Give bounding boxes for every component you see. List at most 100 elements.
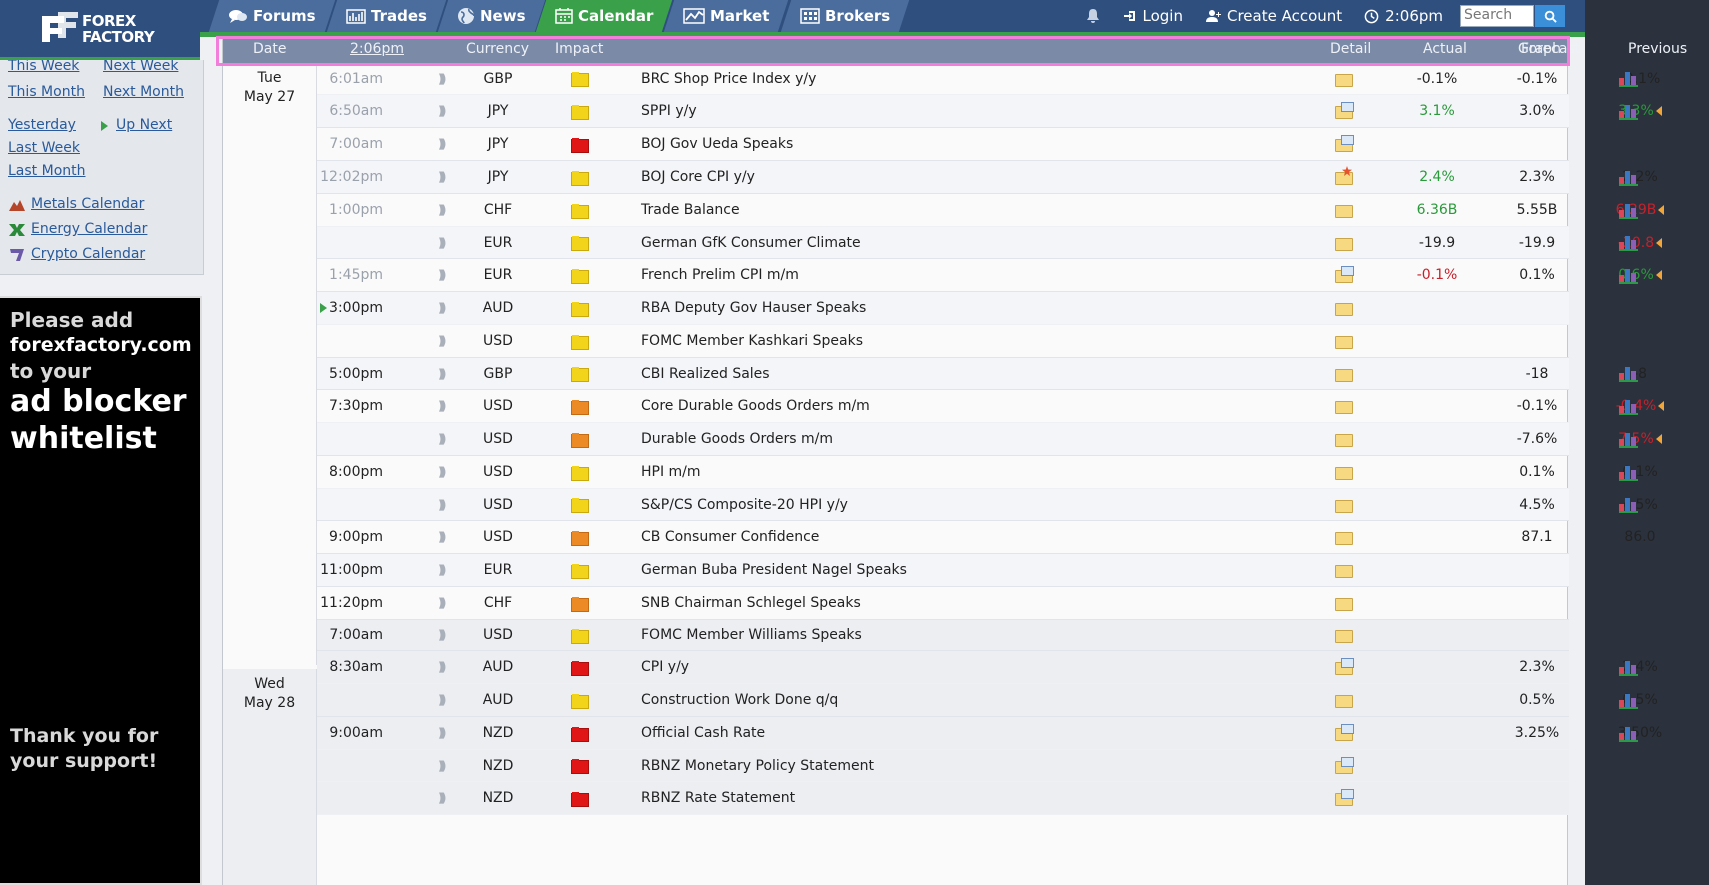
calendar-event-row[interactable]: ))) EUR German GfK Consumer Climate -19.9 -1… [317,227,1663,259]
revised-indicator-icon[interactable] [1658,205,1665,215]
sound-alert-icon[interactable]: ))) [438,693,447,707]
sound-alert-icon[interactable]: ))) [438,759,447,773]
this-month-link[interactable]: This Month [8,84,85,100]
sound-alert-icon[interactable]: ))) [438,334,447,348]
detail-folder-icon[interactable] [1335,521,1359,554]
calendar-event-row[interactable]: 5:00pm))) GBP CBI Realized Sales -18 -8 [317,358,1647,390]
detail-folder-icon[interactable] [1335,423,1359,456]
graph-icon[interactable] [1619,693,1639,709]
event-title[interactable]: BRC Shop Price Index y/y [641,71,817,87]
graph-icon[interactable] [1619,432,1639,448]
notifications-bell-icon[interactable] [1085,8,1101,24]
sound-alert-icon[interactable]: ))) [438,399,447,413]
calendar-event-row[interactable]: ))) USD FOMC Member Kashkari Speaks [317,325,1569,358]
sound-alert-icon[interactable]: ))) [438,726,447,740]
sound-alert-icon[interactable]: ))) [438,170,447,184]
sound-alert-icon[interactable]: ))) [438,465,447,479]
detail-folder-icon[interactable] [1335,227,1359,259]
up-next-link[interactable]: Up Next [116,117,173,133]
revised-indicator-icon[interactable] [1656,238,1663,248]
event-title[interactable]: French Prelim CPI m/m [641,267,799,283]
calendar-event-row[interactable]: 7:30pm))) USD Core Durable Goods Orders m/… [317,390,1665,423]
event-title[interactable]: CPI y/y [641,659,690,675]
calendar-event-row[interactable]: 11:20pm))) CHF SNB Chairman Schlegel Speak… [317,587,1569,620]
revised-indicator-icon[interactable] [1658,401,1665,411]
calendar-event-row[interactable]: 12:02pm))) JPY BOJ Core CPI y/y 2.4% 2.3% 2.2… [317,161,1658,194]
detail-doc-icon[interactable] [1335,128,1359,161]
graph-icon[interactable] [1619,203,1639,219]
graph-icon[interactable] [1619,726,1639,742]
detail-folder-icon[interactable] [1335,325,1359,358]
calendar-event-row[interactable]: ))) USD S&P/CS Composite-20 HPI y/y 4.5% 4.5… [317,489,1658,521]
detail-doc-icon[interactable] [1335,750,1359,782]
login-link[interactable]: Login [1123,7,1183,25]
event-title[interactable]: BOJ Core CPI y/y [641,169,755,185]
search-button[interactable] [1535,5,1565,27]
graph-icon[interactable] [1619,366,1639,382]
event-title[interactable]: Trade Balance [641,202,740,218]
sound-alert-icon[interactable]: ))) [438,628,447,642]
event-title[interactable]: Official Cash Rate [641,725,766,741]
calendar-event-row[interactable]: ))) NZD RBNZ Monetary Policy Statement [317,750,1569,782]
calendar-event-row[interactable]: 1:45pm))) EUR French Prelim CPI m/m -0.1% 0.… [317,259,1662,292]
graph-icon[interactable] [1619,497,1639,513]
create-account-link[interactable]: Create Account [1205,7,1342,25]
calendar-event-row[interactable]: 1:00pm))) CHF Trade Balance 6.36B 5.55B 6.29B [317,194,1665,227]
graph-icon[interactable] [1619,465,1639,481]
sound-alert-icon[interactable]: ))) [438,236,447,250]
graph-icon[interactable] [1619,104,1639,120]
last-month-link[interactable]: Last Month [8,163,86,179]
sound-alert-icon[interactable]: ))) [438,563,447,577]
nav-tab-calendar[interactable]: Calendar [535,0,673,32]
sound-alert-icon[interactable]: ))) [438,268,447,282]
nav-tab-forums[interactable]: Forums [208,0,335,32]
crypto-calendar-link[interactable]: Crypto Calendar [31,246,146,262]
detail-folder-icon[interactable] [1335,358,1359,390]
detail-folder-icon[interactable] [1335,489,1359,521]
nav-tab-market[interactable]: Market [664,0,790,32]
calendar-event-row[interactable]: 9:00pm))) USD CB Consumer Confidence 87.1 86… [317,521,1656,554]
event-title[interactable]: BOJ Gov Ueda Speaks [641,136,794,152]
detail-doc-icon[interactable] [1335,651,1359,684]
calendar-event-row[interactable]: 3:00pm))) AUD RBA Deputy Gov Hauser Speaks [317,292,1569,325]
graph-icon[interactable] [1619,268,1639,284]
event-title[interactable]: German Buba President Nagel Speaks [641,562,907,578]
event-title[interactable]: FOMC Member Williams Speaks [641,627,862,643]
last-week-link[interactable]: Last Week [8,140,80,156]
sound-alert-icon[interactable]: ))) [438,596,447,610]
nav-tab-trades[interactable]: Trades [326,0,446,32]
sound-alert-icon[interactable]: ))) [438,432,447,446]
graph-icon[interactable] [1619,660,1639,676]
event-title[interactable]: RBA Deputy Gov Hauser Speaks [641,300,867,316]
calendar-event-row[interactable]: ))) NZD RBNZ Rate Statement [317,782,1569,815]
detail-doc-icon[interactable] [1335,259,1359,292]
search-input[interactable]: Search [1460,5,1534,27]
energy-calendar-link[interactable]: Energy Calendar [31,221,148,237]
sound-alert-icon[interactable]: ))) [438,104,447,118]
event-title[interactable]: FOMC Member Kashkari Speaks [641,333,863,349]
detail-folder-icon[interactable] [1335,684,1359,717]
calendar-event-row[interactable]: 11:00pm))) EUR German Buba President Nagel… [317,554,1569,587]
event-title[interactable]: Construction Work Done q/q [641,692,839,708]
revised-indicator-icon[interactable] [1655,270,1662,280]
sound-alert-icon[interactable]: ))) [438,301,447,315]
metals-calendar-link[interactable]: Metals Calendar [31,196,145,212]
detail-folder-icon[interactable] [1335,292,1359,325]
event-title[interactable]: RBNZ Rate Statement [641,790,796,806]
event-title[interactable]: SPPI y/y [641,103,697,119]
detail-folder-icon[interactable] [1335,194,1359,227]
next-month-link[interactable]: Next Month [103,84,184,100]
sound-alert-icon[interactable]: ))) [438,72,447,86]
calendar-event-row[interactable]: 6:01am))) GBP BRC Shop Price Index y/y -0.1… [317,63,1660,95]
event-title[interactable]: S&P/CS Composite-20 HPI y/y [641,497,848,513]
detail-folder-icon[interactable] [1335,456,1359,489]
graph-icon[interactable] [1619,71,1639,87]
detail-folder-icon[interactable] [1335,620,1359,651]
header-time-link[interactable]: 2:06pm [350,41,404,57]
revised-indicator-icon[interactable] [1655,434,1662,444]
sound-alert-icon[interactable]: ))) [438,660,447,674]
nav-tab-news[interactable]: News [437,0,545,32]
detail-star-icon[interactable] [1335,161,1359,194]
